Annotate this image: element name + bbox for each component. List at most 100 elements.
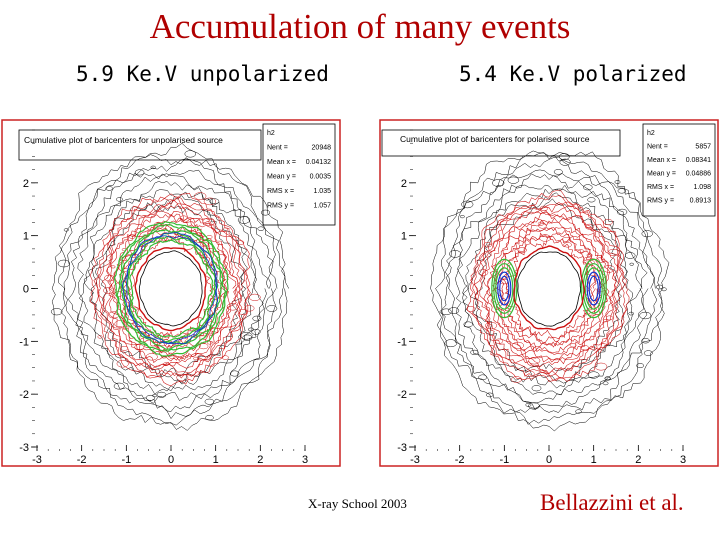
- contour-blob: [128, 234, 136, 239]
- contour-blob: [226, 303, 239, 311]
- contour-line: [444, 169, 655, 411]
- contour-blob: [624, 252, 636, 259]
- plot-polarized: Cumulative plot of baricenters for polar…: [379, 119, 719, 467]
- contour-blob: [57, 259, 71, 268]
- contour-blob: [594, 362, 608, 371]
- contour-line: [109, 213, 237, 363]
- contour-blob: [50, 308, 63, 316]
- contour-blob: [184, 150, 197, 158]
- stats-value: 0.04886: [686, 171, 711, 178]
- x-tick-label: 0: [168, 454, 174, 466]
- contour-blob: [569, 343, 577, 348]
- contour-line: [495, 227, 603, 351]
- contour-blob: [156, 391, 167, 398]
- contour-blob: [478, 374, 488, 381]
- contour-line: [479, 207, 618, 375]
- contour-line: [63, 158, 278, 420]
- contour-blob: [617, 188, 626, 194]
- x-tick-label: 1: [213, 454, 219, 466]
- contour-blob: [459, 215, 465, 219]
- contour-blob: [580, 345, 589, 351]
- x-tick-label: 3: [680, 454, 686, 466]
- contour-blob: [563, 242, 572, 248]
- y-tick-label: 2: [401, 178, 407, 190]
- contour-blob: [629, 262, 634, 266]
- x-tick-label: -3: [410, 454, 420, 466]
- contour-blob: [583, 184, 593, 191]
- contour-line: [483, 211, 614, 363]
- contour-blob: [260, 209, 271, 216]
- contour-blob: [584, 223, 595, 230]
- contour-blob: [116, 197, 123, 202]
- contour-blob: [528, 357, 541, 365]
- contour-blob: [179, 215, 188, 221]
- y-tick-label: 2: [23, 178, 29, 190]
- contour-blob: [512, 341, 524, 350]
- contour-blob: [641, 338, 650, 344]
- contour-blob: [461, 200, 474, 209]
- stats-label: Mean x =: [647, 157, 676, 164]
- contour-blob: [248, 327, 254, 332]
- contour-blob: [492, 179, 505, 187]
- footer-event: X-ray School 2003: [308, 496, 407, 511]
- contour-blob: [440, 308, 452, 316]
- plot-title-box: [381, 129, 621, 157]
- stats-label: RMS x =: [267, 188, 294, 195]
- contour-blob: [198, 343, 209, 350]
- contour-blob: [528, 402, 540, 410]
- contour-blob: [108, 311, 120, 319]
- contour-blob: [200, 241, 209, 248]
- contour-blob: [643, 350, 653, 356]
- contour-line: [113, 221, 229, 357]
- stats-label: h2: [267, 130, 275, 137]
- plot-title: Cumulative plot of baricenters for unpol…: [24, 135, 223, 145]
- contour-blob: [196, 238, 204, 244]
- contour-line: [138, 250, 203, 327]
- stats-value: 1.098: [693, 184, 711, 191]
- axes: -3 -2 -1 0 1 2 -3 -2 -1 0 1 2 3: [19, 129, 308, 466]
- contour-line: [467, 189, 630, 382]
- contour-blob: [116, 359, 129, 368]
- contour-blob: [577, 249, 585, 254]
- stats-label: RMS y =: [267, 203, 294, 210]
- x-tick-label: 2: [635, 454, 641, 466]
- contour-blob: [196, 355, 206, 361]
- contour-line: [513, 245, 586, 331]
- contour-blob: [616, 208, 628, 216]
- contour-line: [474, 201, 624, 381]
- contour-blob: [238, 309, 248, 315]
- contour-blob: [538, 223, 547, 229]
- y-tick-label: 0: [23, 284, 29, 296]
- stats-value: 1.035: [313, 188, 331, 195]
- stats-value: 5857: [695, 144, 711, 151]
- stats-label: RMS y =: [647, 198, 674, 205]
- contour-line: [467, 192, 627, 384]
- contour-blob: [105, 186, 113, 191]
- stats-box: [642, 123, 716, 217]
- contour-line: [122, 230, 222, 349]
- slide-title: Accumulation of many events: [149, 7, 571, 46]
- contour-blob: [477, 269, 489, 276]
- y-tick-label: 1: [23, 231, 29, 243]
- contour-line: [430, 150, 670, 432]
- contour-blob: [553, 169, 563, 175]
- contour-lobe: [582, 263, 605, 314]
- contour-blob: [586, 253, 592, 257]
- contour-blob: [169, 355, 176, 360]
- x-tick-label: 3: [302, 454, 308, 466]
- contour-blob: [176, 373, 189, 382]
- stats-label: Nent =: [267, 145, 288, 152]
- x-tick-label: -3: [32, 454, 42, 466]
- contour-line: [492, 227, 607, 354]
- contour-line: [435, 152, 663, 425]
- y-tick-label: -2: [19, 389, 29, 401]
- contour-blob: [486, 392, 494, 398]
- contour-blob: [539, 205, 549, 211]
- contour-line: [58, 154, 286, 426]
- contour-blob: [628, 311, 634, 316]
- contour-blob: [483, 242, 492, 248]
- contour-blob: [539, 234, 552, 242]
- contour-line: [120, 229, 222, 350]
- contour-blob: [641, 230, 653, 238]
- contour-blob: [602, 381, 609, 386]
